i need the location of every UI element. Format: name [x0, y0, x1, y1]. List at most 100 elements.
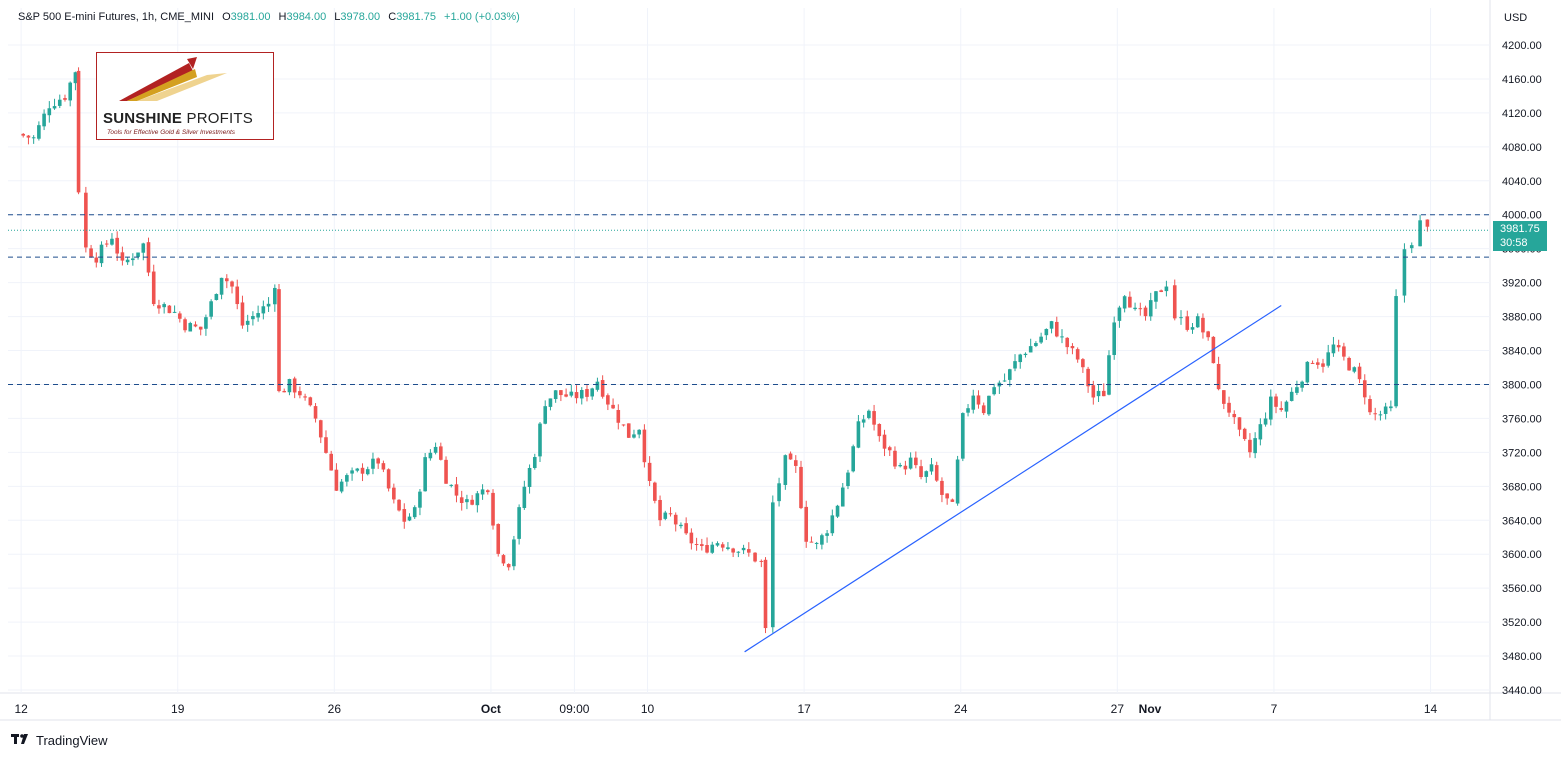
- candle-body: [412, 507, 417, 518]
- candle-body: [1284, 401, 1289, 412]
- tradingview-label: TradingView: [36, 733, 108, 748]
- candle-body: [585, 389, 589, 397]
- candle-body: [251, 316, 255, 320]
- candle-body: [298, 391, 302, 396]
- candle-body: [1039, 336, 1043, 343]
- y-tick-label: 3920.00: [1502, 278, 1542, 290]
- candle-body: [1086, 368, 1090, 387]
- candle-body: [1101, 390, 1106, 397]
- candle-body: [1222, 390, 1226, 404]
- candle-body: [146, 242, 151, 273]
- close-value: 3981.75: [396, 11, 436, 23]
- candle-body: [392, 487, 396, 500]
- candle-body: [407, 516, 412, 521]
- sunshine-profits-logo: SUNSHINE PROFITS Tools for Effective Gol…: [96, 52, 274, 140]
- candle-body: [1383, 406, 1388, 414]
- candle-body: [753, 552, 757, 562]
- candle-body: [1310, 362, 1315, 364]
- candle-body: [1096, 390, 1101, 397]
- candle-body: [1128, 296, 1132, 308]
- y-tick-label: 3680.00: [1502, 481, 1542, 493]
- y-tick-label: 3600.00: [1502, 549, 1542, 561]
- candle-body: [172, 311, 177, 313]
- candle-body: [788, 453, 793, 460]
- candle-body: [1279, 408, 1284, 410]
- candle-body: [459, 497, 464, 504]
- candle-body: [501, 555, 506, 564]
- x-tick-label: 27: [1111, 702, 1125, 716]
- candle-body: [1331, 344, 1336, 354]
- candle-body: [1342, 346, 1346, 357]
- candle-body: [1402, 249, 1407, 296]
- candle-body: [1274, 396, 1278, 407]
- candle-body: [679, 524, 683, 527]
- candle-body: [47, 108, 52, 116]
- candle-body: [700, 544, 704, 546]
- tradingview-brand[interactable]: TradingView: [11, 733, 108, 748]
- candle-body: [386, 469, 391, 489]
- candle-body: [1013, 361, 1017, 369]
- y-tick-label: 4120.00: [1502, 108, 1542, 120]
- candle-body: [365, 469, 370, 475]
- candle-body: [543, 406, 548, 424]
- candle-body: [235, 286, 240, 305]
- y-tick-label: 4040.00: [1502, 176, 1542, 188]
- candle-body: [1378, 414, 1383, 416]
- y-tick-label: 3640.00: [1502, 515, 1542, 527]
- candle-body: [747, 549, 751, 553]
- candle-body: [771, 502, 775, 628]
- candle-body: [219, 277, 224, 295]
- candle-body: [1269, 396, 1273, 420]
- candle-body: [193, 324, 198, 327]
- logo-swoosh-icon: [119, 57, 227, 101]
- candle-body: [908, 457, 913, 469]
- currency-label: USD: [1504, 12, 1527, 24]
- candle-body: [1148, 300, 1153, 317]
- candle-body: [136, 252, 140, 257]
- candle-body: [1216, 363, 1221, 390]
- candle-body: [579, 390, 584, 399]
- candle-body: [872, 411, 876, 425]
- candle-body: [1394, 296, 1398, 407]
- candle-body: [809, 541, 814, 543]
- candle-body: [955, 459, 960, 504]
- change-value: +1.00 (+0.03%): [444, 11, 520, 23]
- candle-body: [569, 391, 574, 396]
- candle-body: [465, 499, 469, 503]
- candle-body: [981, 405, 986, 414]
- candle-body: [120, 252, 125, 261]
- candle-body: [694, 544, 699, 546]
- candle-body: [57, 99, 62, 106]
- candle-body: [162, 304, 166, 308]
- candle-body: [590, 388, 594, 397]
- candle-body: [538, 423, 542, 457]
- candle-body: [303, 396, 307, 398]
- candle-body: [261, 306, 266, 314]
- candle-body: [1289, 391, 1294, 401]
- candle-body: [371, 458, 375, 469]
- candle-body: [574, 392, 579, 399]
- candle-body: [621, 424, 626, 426]
- candle-body: [1159, 290, 1163, 293]
- candle-body: [710, 544, 715, 553]
- candle-body: [84, 192, 88, 248]
- candle-body: [793, 460, 798, 466]
- candle-body: [1258, 424, 1263, 440]
- candle-body: [893, 450, 897, 467]
- candle-body: [689, 532, 694, 544]
- x-tick-label: Oct: [481, 702, 501, 716]
- candle-body: [355, 468, 360, 471]
- candle-body: [360, 467, 365, 474]
- candle-body: [376, 458, 380, 464]
- candle-body: [1117, 307, 1122, 321]
- candle-body: [167, 305, 172, 314]
- candle-body: [1018, 354, 1023, 363]
- candle-body: [470, 499, 474, 505]
- candle-body: [1070, 346, 1075, 349]
- candle-body: [653, 482, 657, 501]
- candle-body: [814, 542, 819, 544]
- low-value: 3978.00: [340, 11, 381, 23]
- candle-body: [76, 70, 81, 193]
- candle-body: [42, 113, 46, 127]
